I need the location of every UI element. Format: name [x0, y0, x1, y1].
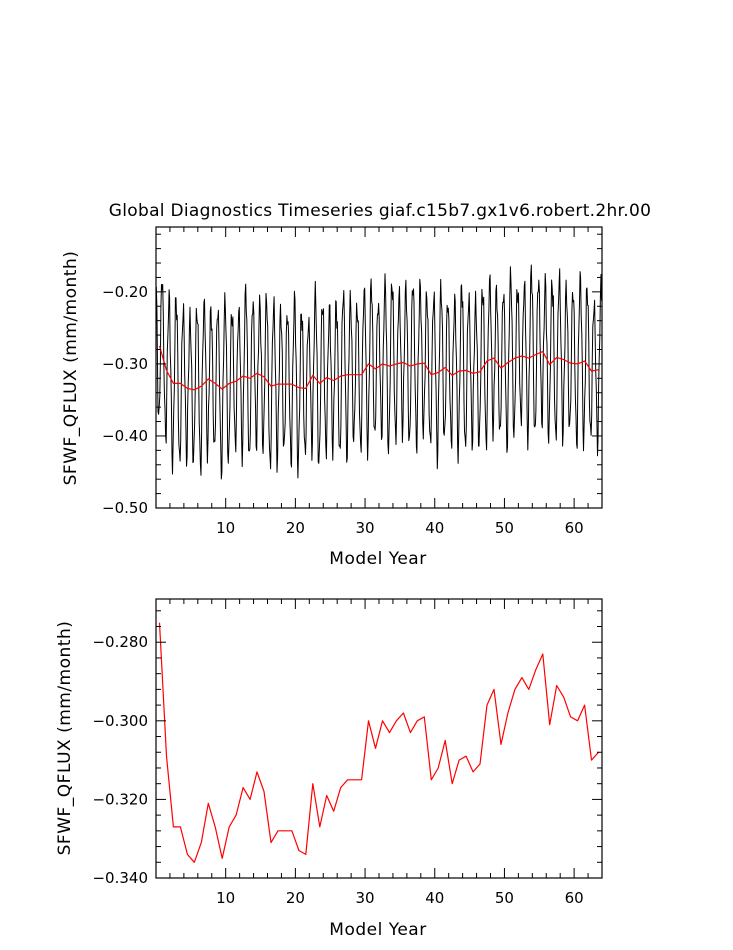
top-y-axis-label: SFWF_QFLUX (mm/month)	[61, 251, 81, 486]
top-x-tick-label: 30	[356, 519, 375, 537]
bottom-x-tick-label: 60	[565, 889, 584, 907]
top-series-annual-mean-line	[158, 345, 599, 391]
top-x-tick-label: 60	[565, 519, 584, 537]
top-x-tick-label: 40	[425, 519, 444, 537]
top-y-tick-label: −0.20	[102, 283, 148, 301]
chart-title: Global Diagnostics Timeseries giaf.c15b7…	[109, 201, 651, 221]
top-x-tick-label: 10	[216, 519, 235, 537]
bottom-y-tick-label: −0.340	[92, 869, 148, 887]
top-panel: Global Diagnostics Timeseries giaf.c15b7…	[61, 201, 651, 569]
bottom-panel: Model Year SFWF_QFLUX (mm/month) 10 20 30 4…	[55, 598, 603, 940]
bottom-x-tick-label: 30	[356, 889, 375, 907]
top-series-monthly-line	[155, 264, 602, 480]
bottom-x-tick-label: 40	[425, 889, 444, 907]
bottom-x-axis-label: Model Year	[329, 920, 426, 940]
bottom-x-tick-label: 20	[286, 889, 305, 907]
bottom-series-annual-mean-line	[158, 622, 599, 863]
bottom-x-tick-label: 50	[495, 889, 514, 907]
bottom-y-axis-label: SFWF_QFLUX (mm/month)	[55, 621, 75, 856]
top-x-axis-label: Model Year	[329, 549, 426, 569]
top-x-tick-label: 50	[495, 519, 514, 537]
top-y-tick-label: −0.50	[102, 499, 148, 517]
top-x-tick-label: 20	[286, 519, 305, 537]
bottom-y-tick-label: −0.320	[92, 790, 148, 808]
top-y-tick-label: −0.30	[102, 355, 148, 373]
bottom-y-tick-label: −0.280	[92, 633, 148, 651]
bottom-plot-frame	[155, 598, 603, 879]
bottom-y-tick-label: −0.300	[92, 712, 148, 730]
bottom-x-tick-label: 10	[216, 889, 235, 907]
top-y-tick-label: −0.40	[102, 427, 148, 445]
